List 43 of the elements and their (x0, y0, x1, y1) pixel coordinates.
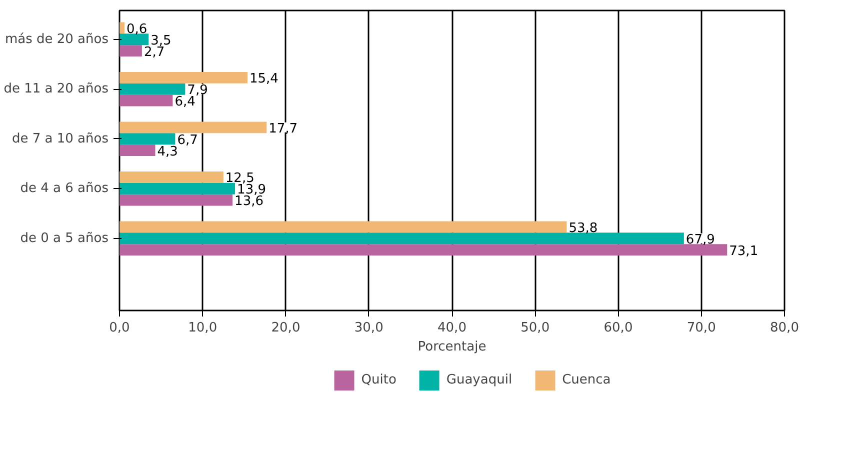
x-tick-label: 60,0 (604, 320, 633, 336)
bar (120, 133, 176, 145)
data-label: 2,7 (144, 44, 165, 60)
x-tick-label: 70,0 (686, 320, 716, 336)
legend-label: Cuenca (562, 372, 611, 387)
bar (120, 122, 267, 134)
bar (120, 34, 149, 46)
x-tick-label: 30,0 (354, 320, 384, 336)
data-label: 4,3 (157, 144, 178, 160)
x-tick-label: 50,0 (520, 320, 550, 336)
x-tick-label: 10,0 (188, 320, 218, 336)
bar (120, 22, 124, 34)
y-tick-label: de 11 a 20 años (4, 82, 109, 97)
bar (120, 244, 728, 256)
data-label: 0,6 (126, 22, 148, 37)
bar (120, 232, 684, 244)
data-label: 73,1 (729, 244, 758, 259)
bar (120, 221, 567, 233)
data-label: 67,9 (686, 232, 715, 248)
data-label: 15,4 (250, 72, 278, 87)
bar (120, 194, 233, 206)
x-axis-title: Porcentaje (418, 340, 486, 354)
y-tick-label: de 0 a 5 años (20, 230, 109, 246)
bar (120, 45, 142, 57)
x-tick-label: 40,0 (438, 320, 466, 336)
x-tick-label: 80,0 (770, 320, 799, 336)
bar (120, 171, 224, 183)
y-tick-label: más de 20 años (4, 32, 109, 47)
bar (120, 144, 156, 156)
legend-label: Guayaquil (446, 372, 512, 387)
x-tick-label: 20,0 (271, 320, 300, 336)
bar (120, 94, 173, 106)
y-tick-label: de 4 a 6 años (20, 181, 109, 196)
data-label: 6,7 (177, 132, 198, 148)
bar (120, 83, 186, 95)
y-tick-label: de 7 a 10 años (12, 131, 109, 146)
data-label: 6,4 (174, 94, 196, 110)
bar (120, 182, 236, 194)
data-label: 53,8 (568, 220, 598, 236)
legend-label: Quito (361, 372, 396, 387)
x-tick-label: 0,0 (109, 320, 130, 336)
bar (120, 72, 248, 84)
data-label: 17,7 (268, 121, 298, 136)
